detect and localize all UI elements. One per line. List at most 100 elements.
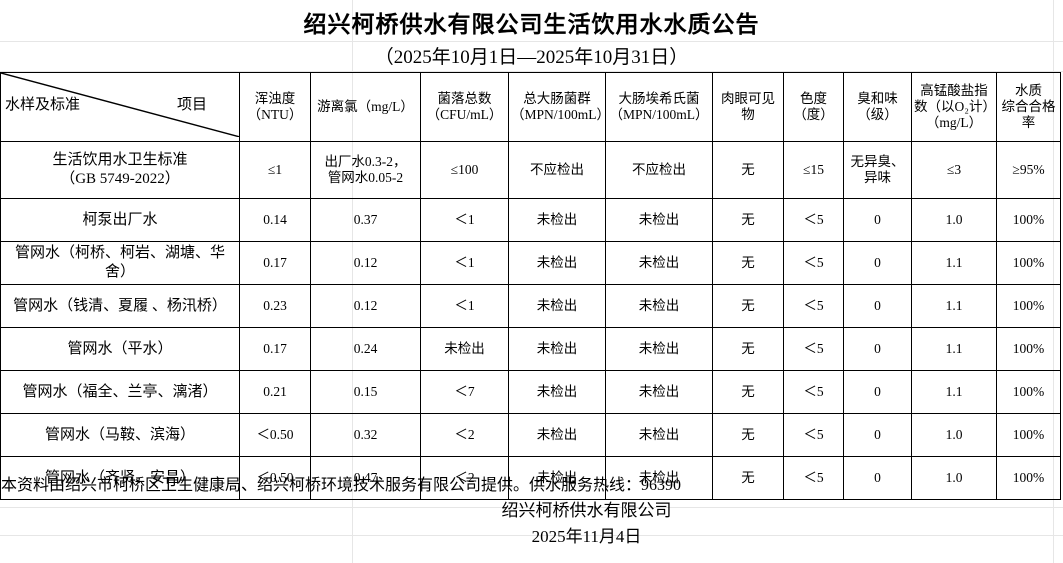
sample-name: 管网水（平水） bbox=[0, 327, 240, 371]
standard-value-total-coliform: 不应检出 bbox=[508, 141, 606, 199]
cell-pass-rate: 100% bbox=[996, 241, 1061, 285]
standard-value-chroma: ≤15 bbox=[783, 141, 844, 199]
table-row: 管网水（福全、兰亭、漓渚） 0.21 0.15 ＜7 未检出 未检出 无 ＜5 … bbox=[0, 370, 1061, 414]
cell-free-chlorine: 0.32 bbox=[310, 413, 421, 457]
cell-visible-matter: 无 bbox=[712, 456, 784, 500]
cell-permanganate: 1.1 bbox=[911, 241, 997, 285]
cell-visible-matter: 无 bbox=[712, 284, 784, 328]
cell-total-coliform: 未检出 bbox=[508, 241, 606, 285]
header-odor-taste: 臭和味 （级） bbox=[843, 72, 912, 142]
cell-turbidity: 0.23 bbox=[239, 284, 311, 328]
table-row: 管网水（马鞍、滨海） ＜0.50 0.32 ＜2 未检出 未检出 无 ＜5 0 … bbox=[0, 413, 1061, 457]
standard-row: 生活饮用水卫生标准 （GB 5749-2022） ≤1 出厂水0.3-2， 管网… bbox=[0, 141, 1061, 199]
cell-visible-matter: 无 bbox=[712, 241, 784, 285]
cell-ecoli: 未检出 bbox=[605, 413, 713, 457]
cell-permanganate: 1.1 bbox=[911, 370, 997, 414]
sample-name: 管网水（马鞍、滨海） bbox=[0, 413, 240, 457]
table-header-row: 项目 水样及标准 浑浊度 （NTU） 游离氯（mg/L） 菌落总数 （CFU/m… bbox=[0, 72, 1061, 142]
cell-chroma: ＜5 bbox=[783, 370, 844, 414]
cell-turbidity: 0.17 bbox=[239, 241, 311, 285]
cell-colony-count: ＜1 bbox=[420, 241, 509, 285]
standard-value-odor-taste: 无异臭、 异味 bbox=[843, 141, 912, 199]
cell-colony-count: ＜1 bbox=[420, 198, 509, 242]
cell-ecoli: 未检出 bbox=[605, 241, 713, 285]
cell-chroma: ＜5 bbox=[783, 241, 844, 285]
sample-name: 管网水（钱清、夏履 、杨汛桥） bbox=[0, 284, 240, 328]
cell-total-coliform: 未检出 bbox=[508, 198, 606, 242]
standard-value-visible-matter: 无 bbox=[712, 141, 784, 199]
cell-turbidity: 0.21 bbox=[239, 370, 311, 414]
cell-visible-matter: 无 bbox=[712, 327, 784, 371]
cell-visible-matter: 无 bbox=[712, 413, 784, 457]
cell-visible-matter: 无 bbox=[712, 198, 784, 242]
header-visible-matter: 肉眼可见物 bbox=[712, 72, 784, 142]
cell-ecoli: 未检出 bbox=[605, 327, 713, 371]
cell-pass-rate: 100% bbox=[996, 456, 1061, 500]
cell-pass-rate: 100% bbox=[996, 413, 1061, 457]
standard-value-permanganate: ≤3 bbox=[911, 141, 997, 199]
table-row: 柯泵出厂水 0.14 0.37 ＜1 未检出 未检出 无 ＜5 0 1.0 10… bbox=[0, 198, 1061, 242]
cell-free-chlorine: 0.47 bbox=[310, 456, 421, 500]
cell-turbidity: 0.17 bbox=[239, 327, 311, 371]
cell-odor-taste: 0 bbox=[843, 370, 912, 414]
cell-colony-count: 未检出 bbox=[420, 327, 509, 371]
cell-permanganate: 1.1 bbox=[911, 284, 997, 328]
standard-value-free-chlorine: 出厂水0.3-2， 管网水0.05-2 bbox=[310, 141, 421, 199]
header-free-chlorine: 游离氯（mg/L） bbox=[310, 72, 421, 142]
cell-colony-count: ＜1 bbox=[420, 284, 509, 328]
sample-name: 柯泵出厂水 bbox=[0, 198, 240, 242]
footer-signature: 绍兴柯桥供水有限公司 bbox=[501, 501, 672, 520]
water-quality-table: 项目 水样及标准 浑浊度 （NTU） 游离氯（mg/L） 菌落总数 （CFU/m… bbox=[0, 72, 1061, 500]
cell-odor-taste: 0 bbox=[843, 456, 912, 500]
cell-ecoli: 未检出 bbox=[605, 456, 713, 500]
cell-odor-taste: 0 bbox=[843, 241, 912, 285]
header-col-axis-label: 项目 bbox=[176, 97, 207, 113]
cell-chroma: ＜5 bbox=[783, 456, 844, 500]
cell-visible-matter: 无 bbox=[712, 370, 784, 414]
cell-odor-taste: 0 bbox=[843, 284, 912, 328]
cell-total-coliform: 未检出 bbox=[508, 284, 606, 328]
cell-total-coliform: 未检出 bbox=[508, 370, 606, 414]
cell-colony-count: ＜2 bbox=[420, 456, 509, 500]
page-title: 绍兴柯桥供水有限公司生活饮用水水质公告 bbox=[303, 12, 760, 37]
cell-turbidity: 0.14 bbox=[239, 198, 311, 242]
standard-value-ecoli: 不应检出 bbox=[605, 141, 713, 199]
cell-permanganate: 1.1 bbox=[911, 327, 997, 371]
header-pass-rate: 水质 综合合格率 bbox=[996, 72, 1061, 142]
cell-pass-rate: 100% bbox=[996, 327, 1061, 371]
cell-free-chlorine: 0.37 bbox=[310, 198, 421, 242]
cell-free-chlorine: 0.15 bbox=[310, 370, 421, 414]
cell-colony-count: ＜7 bbox=[420, 370, 509, 414]
header-ecoli: 大肠埃希氏菌 （MPN/100mL） bbox=[605, 72, 713, 142]
header-colony-count: 菌落总数 （CFU/mL） bbox=[420, 72, 509, 142]
cell-free-chlorine: 0.12 bbox=[310, 284, 421, 328]
page-subtitle: （2025年10月1日—2025年10月31日） bbox=[374, 47, 689, 68]
cell-permanganate: 1.0 bbox=[911, 413, 997, 457]
cell-permanganate: 1.0 bbox=[911, 198, 997, 242]
cell-chroma: ＜5 bbox=[783, 413, 844, 457]
header-row-axis-label: 水样及标准 bbox=[5, 97, 81, 113]
header-permanganate-index: 高锰酸盐指 数（以O₂计） （mg/L） bbox=[911, 72, 997, 142]
cell-pass-rate: 100% bbox=[996, 284, 1061, 328]
table-row: 管网水（齐贤、安昌） ＜0.50 0.47 ＜2 未检出 未检出 无 ＜5 0 … bbox=[0, 456, 1061, 500]
title-block: 绍兴柯桥供水有限公司生活饮用水水质公告 （2025年10月1日—2025年10月… bbox=[0, 0, 1063, 72]
header-chroma: 色度 （度） bbox=[783, 72, 844, 142]
footer-note: 本资料由绍兴市柯桥区卫生健康局、绍兴柯桥环境技术服务有限公司提供。供水服务热线：… bbox=[1, 477, 682, 494]
sample-name: 管网水（柯桥、柯岩、湖塘、华舍） bbox=[0, 241, 240, 285]
standard-value-turbidity: ≤1 bbox=[239, 141, 311, 199]
table-row: 管网水（钱清、夏履 、杨汛桥） 0.23 0.12 ＜1 未检出 未检出 无 ＜… bbox=[0, 284, 1061, 328]
cell-ecoli: 未检出 bbox=[605, 370, 713, 414]
header-turbidity: 浑浊度 （NTU） bbox=[239, 72, 311, 142]
cell-ecoli: 未检出 bbox=[605, 198, 713, 242]
footer-block: 本资料由绍兴市柯桥区卫生健康局、绍兴柯桥环境技术服务有限公司提供。供水服务热线：… bbox=[0, 474, 1063, 550]
cell-total-coliform: 未检出 bbox=[508, 327, 606, 371]
cell-free-chlorine: 0.12 bbox=[310, 241, 421, 285]
standard-value-pass-rate: ≥95% bbox=[996, 141, 1061, 199]
cell-chroma: ＜5 bbox=[783, 198, 844, 242]
cell-pass-rate: 100% bbox=[996, 198, 1061, 242]
cell-total-coliform: 未检出 bbox=[508, 456, 606, 500]
cell-turbidity: ＜0.50 bbox=[239, 456, 311, 500]
diagonal-divider-icon bbox=[1, 73, 239, 137]
sample-name: 管网水（齐贤、安昌） bbox=[0, 456, 240, 500]
